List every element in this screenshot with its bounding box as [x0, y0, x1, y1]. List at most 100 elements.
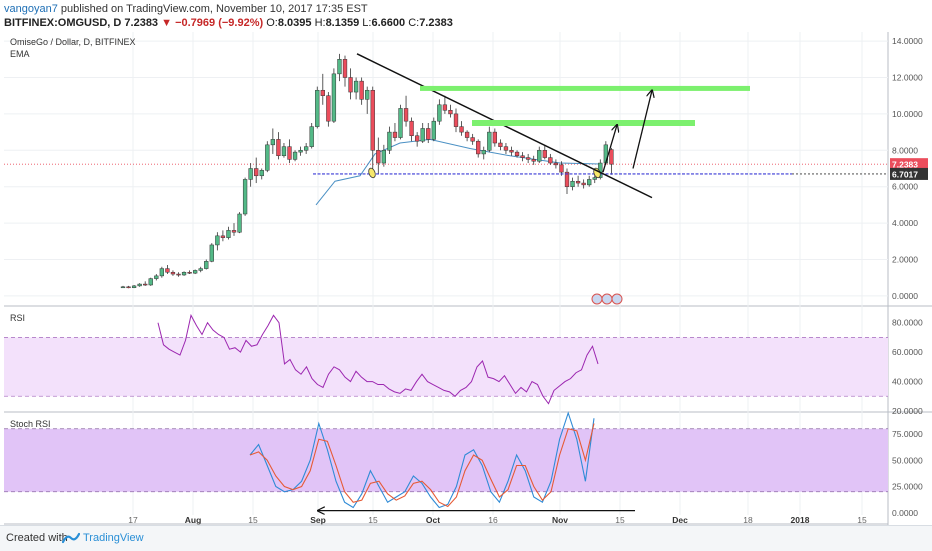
candle-body: [426, 128, 431, 140]
candle: [426, 123, 431, 144]
price-tick-label: 0.0000: [892, 291, 918, 301]
low-value: 6.6600: [371, 17, 406, 29]
candle-body: [492, 131, 498, 144]
support-price-tag-bg: [890, 167, 928, 180]
tradingview-logo-icon: [62, 532, 80, 544]
stoch-tick-label: 25.0000: [892, 482, 923, 492]
candle-body: [126, 286, 131, 289]
candle-body: [587, 179, 592, 186]
candle-body: [581, 182, 586, 186]
candle: [542, 144, 547, 160]
time-tick-label: 15: [368, 515, 378, 525]
candle-body: [459, 126, 464, 133]
candle-body: [165, 268, 170, 273]
candle: [320, 73, 325, 105]
candle-body: [370, 89, 375, 151]
candle: [248, 163, 253, 187]
price-tick-label: 2.0000: [892, 255, 918, 265]
tradingview-brand[interactable]: TradingView: [83, 532, 144, 544]
time-tick-label: 15: [615, 515, 625, 525]
stoch-tick-label: 75.0000: [892, 429, 923, 439]
open-label: O:: [266, 17, 278, 29]
time-tick-label: 18: [743, 515, 753, 525]
candle-body: [204, 261, 209, 269]
candle: [514, 150, 520, 158]
us-flag-icon: [591, 293, 623, 305]
candle-body: [187, 271, 192, 274]
candle: [120, 285, 126, 289]
candle: [509, 146, 514, 156]
time-tick-label: Aug: [185, 515, 202, 525]
candle: [292, 150, 298, 162]
price-chart[interactable]: 14.0000 12.0000 10.0000 8.0000 6.0000 4.0000 2…: [0, 32, 932, 525]
price-tick-label: 10.0000: [892, 109, 923, 119]
candle: [276, 132, 281, 160]
candle-body: [287, 146, 292, 160]
candle: [526, 153, 531, 164]
price-tick-label: 8.0000: [892, 145, 918, 155]
candle-body: [181, 271, 187, 276]
price-tick-label: 6.0000: [892, 182, 918, 192]
rsi-tick-label: 80.0000: [892, 318, 923, 328]
candle: [215, 232, 220, 251]
candle: [154, 274, 159, 281]
time-tick-label: 17: [128, 515, 138, 525]
candle: [198, 266, 203, 273]
candle: [126, 285, 131, 289]
stoch-band: [4, 428, 888, 492]
rsi-band: [4, 337, 888, 397]
candle-body: [292, 151, 298, 160]
candle-body: [365, 89, 370, 100]
candle-body: [514, 151, 520, 157]
candle: [254, 157, 259, 184]
candle-body: [170, 271, 176, 275]
candle: [459, 121, 464, 136]
candle: [453, 108, 459, 133]
candle: [337, 53, 342, 82]
candle-body: [215, 235, 220, 246]
open-value: 8.0395: [277, 17, 312, 29]
candle: [409, 117, 414, 142]
candle-body: [270, 139, 276, 146]
price-tick-label: 14.0000: [892, 36, 923, 46]
candle-body: [542, 150, 547, 158]
candle-body: [498, 142, 503, 147]
candle: [204, 259, 209, 270]
footer-bar: Created with TradingView: [0, 525, 932, 551]
candle: [464, 130, 470, 142]
candle-body: [120, 286, 126, 289]
candle-body: [276, 139, 281, 157]
candle: [187, 270, 192, 275]
candle-body: [359, 80, 364, 100]
candle: [298, 146, 303, 156]
candle: [265, 141, 270, 173]
price-tick-label: 4.0000: [892, 218, 918, 228]
candle: [503, 143, 509, 154]
last-price: 7.2383: [124, 17, 159, 29]
time-tick-label: 15: [857, 515, 867, 525]
stoch-tick-label: 0.0000: [892, 508, 918, 518]
candle-body: [242, 179, 248, 215]
candle: [209, 243, 214, 263]
candle-body: [392, 131, 398, 138]
candle: [231, 223, 237, 236]
candle: [370, 86, 375, 169]
candle-body: [564, 171, 570, 187]
stoch-tick-label: 50.0000: [892, 455, 923, 465]
candle-body: [387, 131, 392, 151]
target-zone: [420, 85, 750, 91]
close-label: C:: [408, 17, 420, 29]
publish-line: vangoyan7 published on TradingView.com, …: [4, 3, 368, 15]
candle: [353, 77, 359, 100]
publish-header: vangoyan7 published on TradingView.com, …: [0, 0, 932, 32]
candle: [365, 86, 370, 114]
candle: [564, 168, 570, 194]
candle: [387, 126, 392, 154]
candle-body: [398, 108, 403, 138]
close-value: 7.2383: [419, 17, 453, 29]
symbol: BITFINEX:OMGUSD, D: [4, 17, 122, 29]
author-link[interactable]: vangoyan7: [4, 3, 58, 15]
candle-body: [281, 146, 287, 157]
low-label: L:: [362, 17, 372, 29]
time-tick-label: Oct: [426, 515, 440, 525]
